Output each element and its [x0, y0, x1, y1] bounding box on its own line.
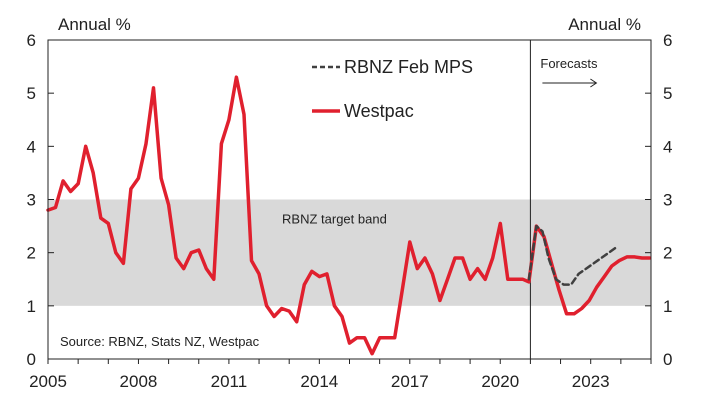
- y-left-tick-label: 1: [27, 297, 36, 316]
- right-axis-unit: Annual %: [568, 15, 641, 34]
- y-right-tick-label: 5: [663, 84, 672, 103]
- y-right-tick-label: 1: [663, 297, 672, 316]
- x-tick-label: 2017: [391, 372, 429, 391]
- plot-frame: [47, 39, 652, 360]
- y-right-tick-label: 3: [663, 191, 672, 210]
- y-left-tick-label: 4: [27, 137, 36, 156]
- legend-label-rbnz: RBNZ Feb MPS: [344, 57, 473, 77]
- y-left-tick-label: 3: [27, 191, 36, 210]
- series-layer: [46, 75, 652, 356]
- source-note: Source: RBNZ, Stats NZ, Westpac: [60, 334, 260, 349]
- x-tick-label: 2020: [481, 372, 519, 391]
- legend: RBNZ Feb MPS Westpac: [312, 57, 473, 121]
- y-left-tick-label: 0: [27, 350, 36, 369]
- series-line-westpac: [46, 75, 652, 356]
- y-axis-left: 0 1 2 3 4 5 6: [27, 31, 54, 369]
- x-tick-label: 2014: [300, 372, 338, 391]
- forecast-label: Forecasts: [540, 56, 598, 71]
- target-band: [48, 199, 651, 306]
- target-band-label: RBNZ target band: [282, 211, 387, 226]
- y-right-tick-label: 0: [663, 350, 672, 369]
- y-left-tick-label: 5: [27, 84, 36, 103]
- x-tick-label: 2008: [120, 372, 158, 391]
- y-right-tick-label: 6: [663, 31, 672, 50]
- legend-label-westpac: Westpac: [344, 101, 414, 121]
- y-axis-right: 0 1 2 3 4 5 6: [645, 31, 672, 369]
- series-line-rbnz: [527, 224, 618, 286]
- forecast-arrowhead-icon: [590, 78, 598, 88]
- y-right-tick-label: 4: [663, 137, 672, 156]
- x-tick-label: 2005: [29, 372, 67, 391]
- y-left-tick-label: 2: [27, 244, 36, 263]
- x-axis: 2005 2008 2011 2014 2017 2020 2023: [29, 359, 652, 391]
- left-axis-unit: Annual %: [58, 15, 131, 34]
- y-left-tick-label: 6: [27, 31, 36, 50]
- y-right-tick-label: 2: [663, 244, 672, 263]
- x-tick-label: 2011: [211, 372, 248, 391]
- x-tick-label: 2023: [572, 372, 610, 391]
